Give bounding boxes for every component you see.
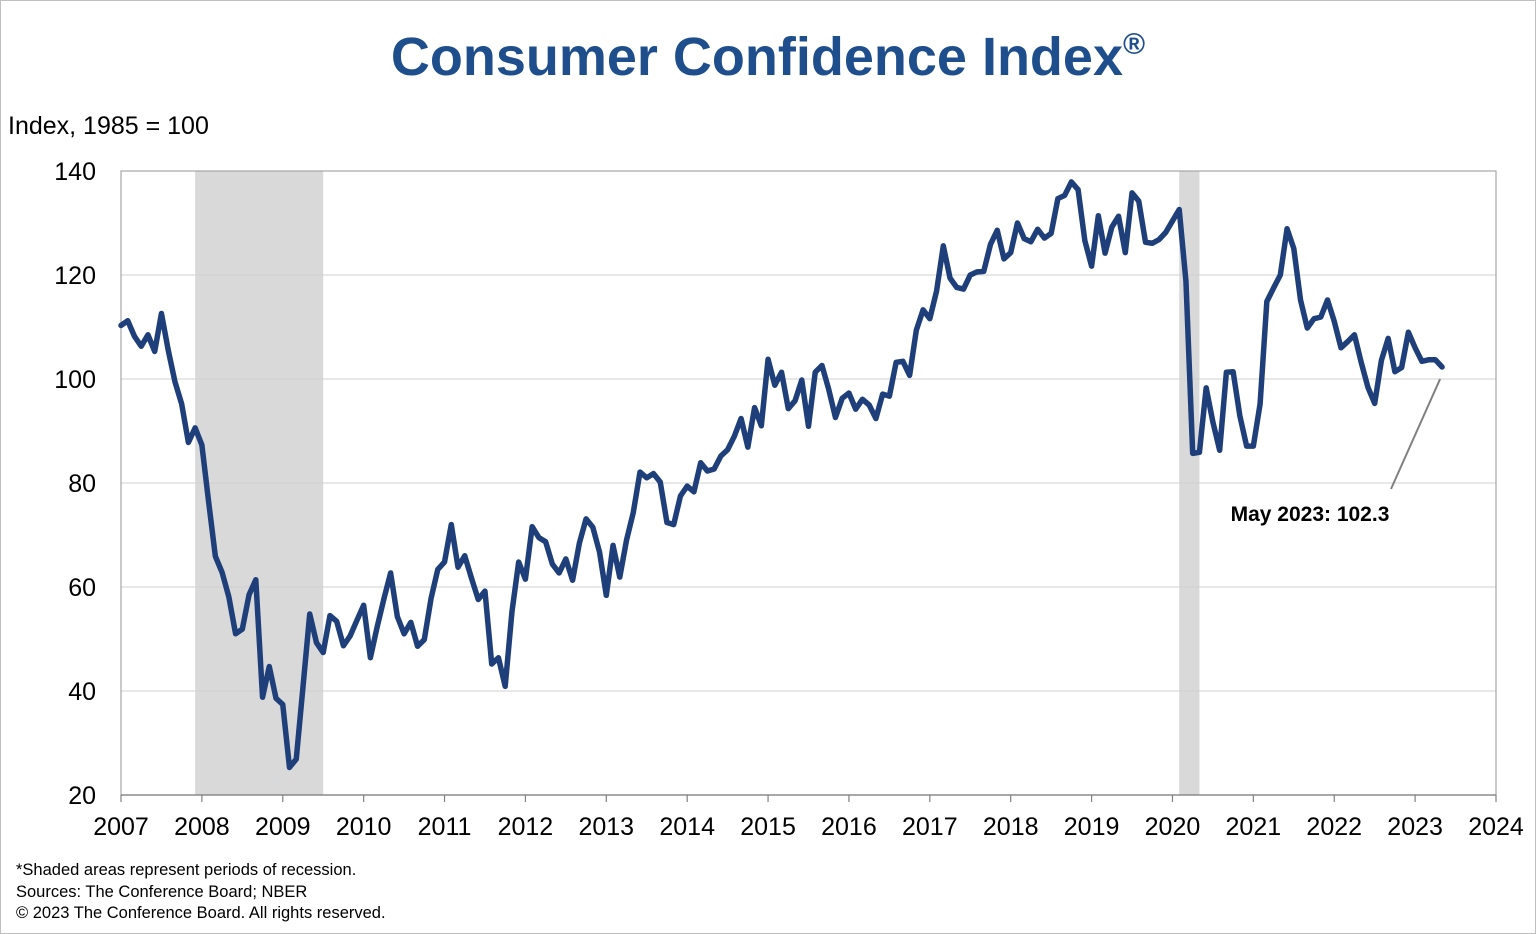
series-line-1 xyxy=(118,179,1445,771)
x-tick-label-2008: 2008 xyxy=(174,813,230,841)
chart-title-text: Consumer Confidence Index xyxy=(390,27,1123,87)
chart-title: Consumer Confidence Index® xyxy=(0,26,1536,88)
x-tick-label-2007: 2007 xyxy=(93,813,149,841)
x-tick-label-2021: 2021 xyxy=(1226,813,1282,841)
x-tick-label-2014: 2014 xyxy=(659,813,715,841)
copyright-note: © 2023 The Conference Board. All rights … xyxy=(16,904,386,922)
x-tick-label-2013: 2013 xyxy=(578,813,634,841)
registered-mark: ® xyxy=(1123,28,1146,61)
x-tick-label-2017: 2017 xyxy=(902,813,958,841)
y-tick-label-60: 60 xyxy=(68,574,96,602)
sources-note: Sources: The Conference Board; NBER xyxy=(16,882,308,901)
x-tick-label-2023: 2023 xyxy=(1387,813,1443,841)
y-tick-label-40: 40 xyxy=(68,678,96,706)
x-tick-label-2015: 2015 xyxy=(740,813,796,841)
footnotes: *Shaded areas represent periods of reces… xyxy=(16,860,386,925)
x-tick-label-2024: 2024 xyxy=(1468,813,1524,841)
x-tick-label-2011: 2011 xyxy=(418,813,472,841)
recession-note: *Shaded areas represent periods of reces… xyxy=(16,861,357,879)
x-tick-label-2010: 2010 xyxy=(336,813,392,841)
y-tick-label-140: 140 xyxy=(54,158,96,186)
y-tick-label-100: 100 xyxy=(54,366,96,394)
x-tick-label-2018: 2018 xyxy=(983,813,1039,841)
x-tick-label-2016: 2016 xyxy=(821,813,877,841)
annotation-leader-line xyxy=(1390,378,1441,490)
x-tick-label-2009: 2009 xyxy=(255,813,311,841)
annotation-label: May 2023: 102.3 xyxy=(1231,503,1390,526)
y-axis-label: Index, 1985 = 100 xyxy=(8,112,209,140)
x-tick-label-2019: 2019 xyxy=(1064,813,1120,841)
x-tick-label-2022: 2022 xyxy=(1306,813,1362,841)
y-tick-label-120: 120 xyxy=(54,262,96,290)
x-tick-label-2012: 2012 xyxy=(498,813,554,841)
y-tick-label-20: 20 xyxy=(68,782,96,810)
x-tick-label-2020: 2020 xyxy=(1145,813,1201,841)
y-tick-label-80: 80 xyxy=(68,470,96,498)
